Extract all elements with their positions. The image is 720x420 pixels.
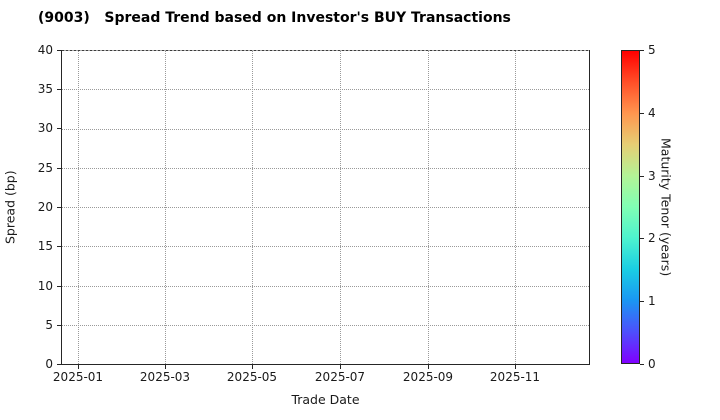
colorbar-tick-label: 3 xyxy=(648,169,656,183)
axis-spine-bottom xyxy=(61,364,590,365)
colorbar-tick-label: 5 xyxy=(648,43,656,57)
x-tick-label: 2025-01 xyxy=(52,370,104,384)
axis-spine-right xyxy=(589,50,590,365)
gridline-h xyxy=(62,246,589,247)
y-tick xyxy=(57,207,61,208)
colorbar-tick xyxy=(640,238,644,239)
colorbar-tick-label: 2 xyxy=(648,231,656,245)
y-tick-label: 10 xyxy=(37,279,53,293)
y-tick xyxy=(57,89,61,90)
colorbar-tick xyxy=(640,364,644,365)
y-tick xyxy=(57,364,61,365)
y-tick-label: 35 xyxy=(37,82,53,96)
y-tick xyxy=(57,286,61,287)
gridline-h xyxy=(62,286,589,287)
x-tick xyxy=(78,365,79,369)
gridline-h xyxy=(62,325,589,326)
plot-area xyxy=(62,50,589,364)
colorbar-tick xyxy=(640,113,644,114)
x-tick-label: 2025-09 xyxy=(402,370,454,384)
x-tick-label: 2025-05 xyxy=(226,370,278,384)
gridline-h xyxy=(62,207,589,208)
y-tick xyxy=(57,128,61,129)
y-tick-label: 20 xyxy=(37,200,53,214)
y-tick-label: 25 xyxy=(37,161,53,175)
y-tick-label: 0 xyxy=(45,357,53,371)
x-tick xyxy=(340,365,341,369)
colorbar-tick-label: 1 xyxy=(648,294,656,308)
y-tick xyxy=(57,50,61,51)
gridline-h xyxy=(62,89,589,90)
x-tick-label: 2025-07 xyxy=(314,370,366,384)
x-tick xyxy=(165,365,166,369)
colorbar-tick xyxy=(640,176,644,177)
y-tick xyxy=(57,246,61,247)
gridline-h xyxy=(62,129,589,130)
y-tick-label: 40 xyxy=(37,43,53,57)
y-tick xyxy=(57,168,61,169)
y-tick-label: 5 xyxy=(45,318,53,332)
x-tick xyxy=(515,365,516,369)
x-axis-label: Trade Date xyxy=(291,392,360,407)
chart-title: (9003) Spread Trend based on Investor's … xyxy=(38,10,511,26)
gridline-h xyxy=(62,168,589,169)
colorbar-tick-label: 4 xyxy=(648,106,656,120)
colorbar-tick-label: 0 xyxy=(648,357,656,371)
colorbar-label: Maturity Tenor (years) xyxy=(658,137,674,277)
axis-spine-left xyxy=(61,50,62,365)
x-tick xyxy=(428,365,429,369)
y-tick-label: 15 xyxy=(37,239,53,253)
x-tick xyxy=(252,365,253,369)
colorbar-tick xyxy=(640,301,644,302)
x-tick-label: 2025-03 xyxy=(139,370,191,384)
y-tick-label: 30 xyxy=(37,121,53,135)
y-tick xyxy=(57,325,61,326)
x-tick-label: 2025-11 xyxy=(489,370,541,384)
colorbar-gradient xyxy=(621,50,640,364)
axis-spine-top xyxy=(62,50,589,51)
colorbar-tick xyxy=(640,50,644,51)
